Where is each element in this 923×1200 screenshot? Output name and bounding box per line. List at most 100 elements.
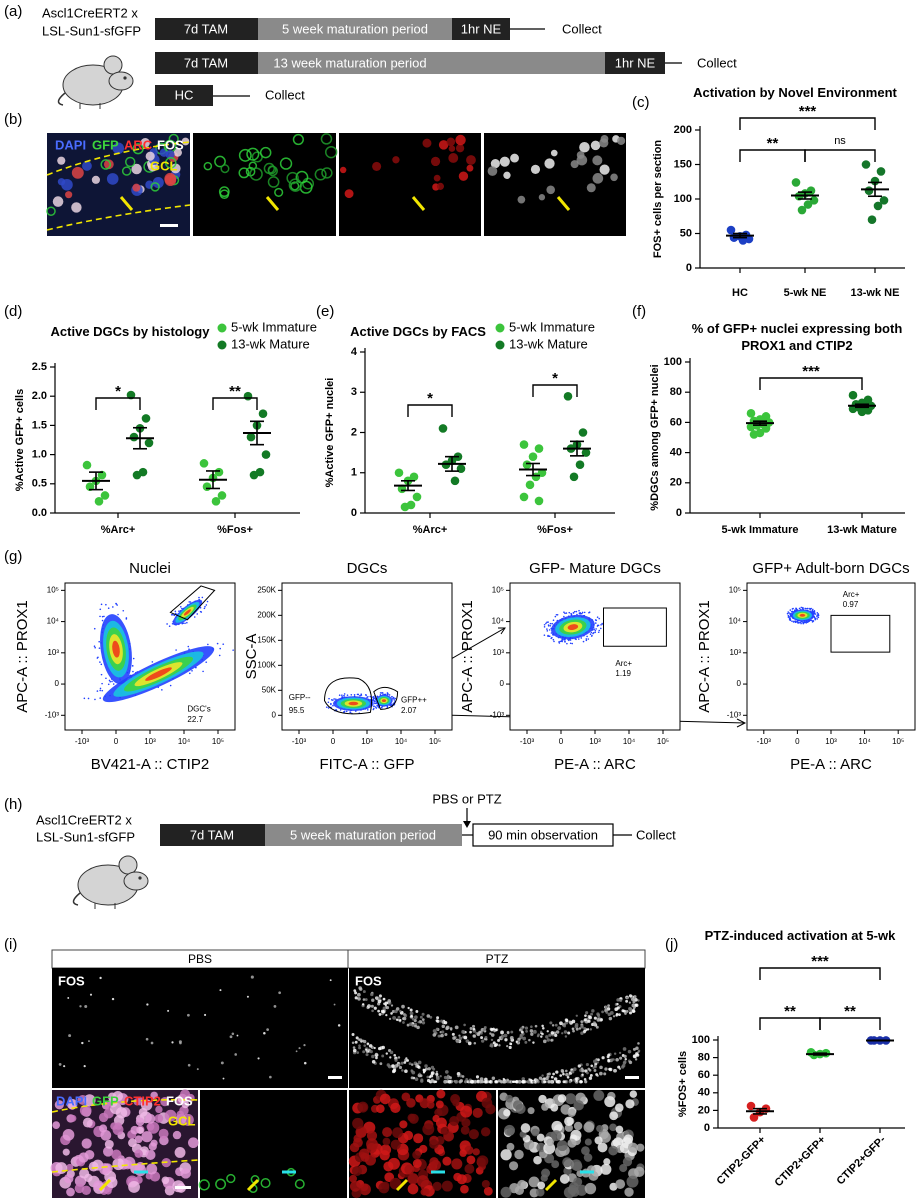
legend-label: 13-wk Mature [231,336,310,351]
cell [88,1161,99,1172]
cell [260,1178,271,1189]
cell [616,1006,620,1010]
significance-bracket [819,1017,881,1030]
cell [487,166,498,176]
mouse-head [123,871,149,891]
cell [385,1052,388,1055]
cell [83,1065,86,1068]
cell [571,1070,575,1074]
cell [546,1075,549,1078]
cell [623,1054,627,1059]
event-dot [99,697,102,699]
timeline-step: 1hr NE [461,21,502,36]
cell [397,1056,401,1059]
cell [546,1038,551,1042]
cell [381,1181,390,1190]
data-point [522,460,532,470]
cell [429,1074,434,1078]
region-label: GCL [150,158,178,173]
event-dot [108,679,111,682]
event-dot [800,606,803,609]
event-dot [586,635,588,638]
significance-bracket [759,377,863,390]
cell [134,1135,143,1144]
cell [595,1058,598,1061]
cell [397,1015,401,1019]
cell [524,1040,528,1044]
data-point [450,476,460,486]
cell [430,156,441,167]
cell [267,176,280,188]
cell [607,1053,611,1057]
data-point [519,440,529,449]
cell [453,1172,462,1182]
cell [444,1070,449,1074]
cell [407,1113,416,1122]
cell [365,1053,369,1057]
y-tick-label: -10³ [490,710,505,719]
event-dot [94,698,96,701]
stain-label: GFP [92,1093,119,1108]
data-point [258,409,268,419]
event-dot [98,640,100,643]
cell [557,1094,567,1103]
cell [510,153,519,163]
cell [570,160,579,169]
cell [392,156,400,164]
cell [430,1065,435,1069]
cell [79,1005,82,1008]
cell [637,999,640,1002]
cell [465,1039,470,1043]
chart-title: Activation by Novel Environment [693,85,897,100]
cell [459,1079,463,1083]
event-dot [99,615,101,618]
cell [378,1012,382,1016]
cell [541,1168,551,1178]
cell [426,1101,435,1109]
timeline-step: Collect [636,827,676,842]
event-dot [389,704,392,707]
cell [597,1016,600,1019]
cell [634,1058,638,1061]
event-dot [330,702,332,705]
event-dot [380,692,383,694]
data-point [861,160,871,169]
event-dot [98,647,101,649]
cell [613,1068,617,1073]
cell [84,1004,88,1008]
event-dot [105,603,107,606]
cell [608,1145,618,1156]
cell [619,1164,628,1173]
cell [456,1072,461,1076]
cell [382,997,386,1001]
x-tick-label: 5-wk NE [784,287,827,299]
significance-bracket [759,967,881,980]
cell [634,1003,639,1008]
cell [514,1149,524,1160]
cell [141,1131,153,1143]
cell [362,998,366,1001]
event-dot [369,695,372,698]
data-point [534,496,544,506]
cell [628,1007,633,1012]
event-dot [219,647,221,650]
cell [597,1142,608,1153]
event-dot [573,610,576,613]
x-tick-label: CTIP2-GFP+ [715,1134,769,1188]
cell [506,1045,509,1048]
data-point [534,444,544,453]
cell [623,1060,627,1064]
cell [371,1059,376,1064]
cell [461,1118,471,1128]
event-dot [572,611,575,614]
cell [352,1117,364,1130]
event-dot [206,600,209,603]
cell [393,1054,397,1057]
cell [363,1044,366,1047]
cell [389,1056,392,1059]
cell [164,157,177,169]
event-dot [791,620,793,622]
cell [603,1158,611,1166]
cell [174,1147,186,1158]
cell [178,1040,182,1044]
